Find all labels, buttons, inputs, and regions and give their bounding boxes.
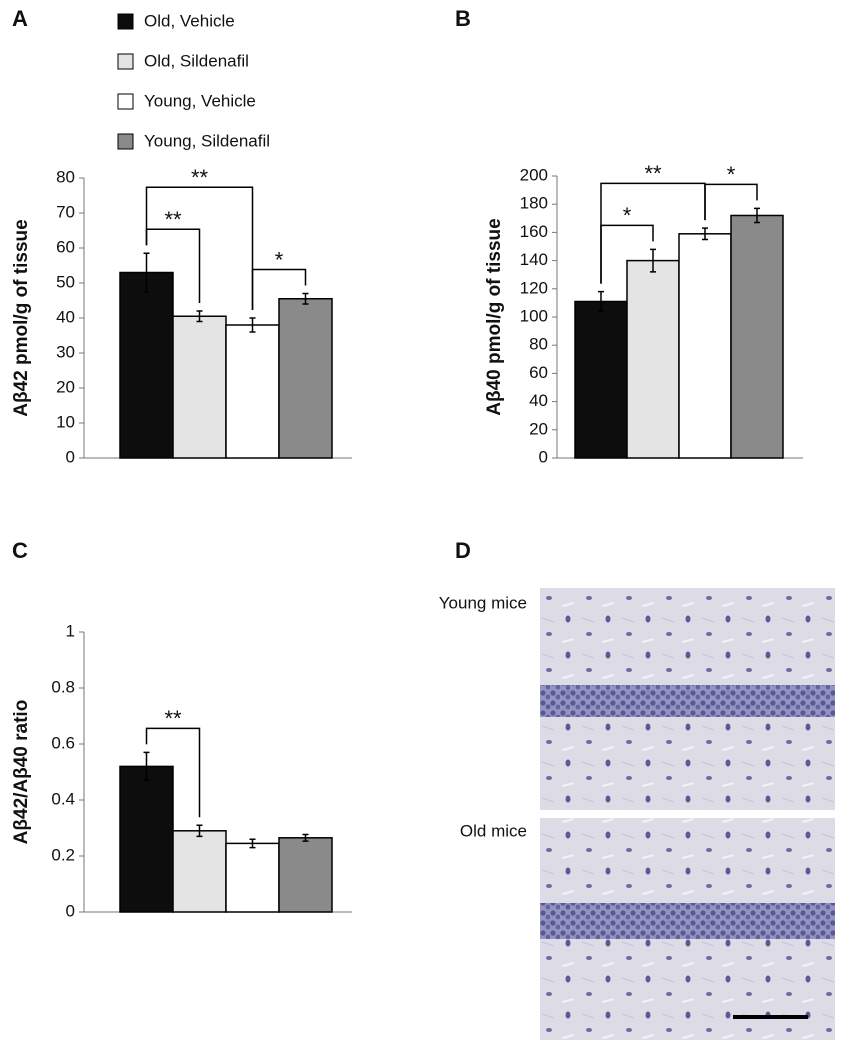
significance-bracket: [145, 186, 254, 310]
y-axis-title: Aβ42/Aβ40 ratio: [11, 700, 32, 845]
micrograph-young: [540, 588, 835, 810]
y-tick-label: 0.6: [51, 733, 75, 752]
bar: [119, 271, 174, 459]
significance-label: **: [191, 165, 209, 190]
legend-label: Old, Vehicle: [144, 11, 235, 30]
y-tick-label: 0.2: [51, 845, 75, 864]
significance-label: *: [727, 162, 736, 187]
y-tick-label: 180: [520, 194, 548, 213]
y-tick-label: 120: [520, 278, 548, 297]
legend-label: Old, Sildenafil: [144, 51, 249, 70]
micrograph-old: [540, 818, 835, 1040]
y-tick-label: 30: [56, 342, 75, 361]
bar: [626, 259, 680, 459]
y-axis-title: Aβ40 pmol/g of tissue: [484, 218, 505, 415]
y-tick-label: 10: [56, 412, 75, 431]
error-bar: [598, 290, 604, 313]
y-tick-label: 80: [529, 335, 548, 354]
bar: [574, 300, 628, 459]
significance-label: *: [623, 203, 632, 228]
y-tick-label: 160: [520, 222, 548, 241]
y-tick-label: 0.4: [51, 789, 75, 808]
bar: [119, 765, 174, 913]
panel-label: C: [12, 538, 28, 563]
y-tick-label: 200: [520, 165, 548, 184]
error-bar: [143, 751, 150, 782]
y-tick-label: 0: [66, 447, 75, 466]
significance-label: *: [275, 247, 284, 272]
y-tick-label: 100: [520, 306, 548, 325]
y-axis-title: Aβ42 pmol/g of tissue: [11, 219, 32, 416]
error-bar: [249, 317, 256, 333]
error-bar: [702, 227, 708, 241]
legend-swatch: [117, 133, 134, 150]
error-bar: [196, 310, 203, 323]
significance-label: **: [164, 706, 182, 731]
error-bar: [249, 838, 256, 849]
image-label: Old mice: [460, 821, 527, 840]
error-bar: [754, 207, 760, 224]
y-tick-label: 0: [539, 447, 548, 466]
y-tick-label: 60: [56, 237, 75, 256]
image-label: Young mice: [439, 593, 527, 612]
significance-label: **: [164, 207, 182, 232]
bar: [730, 214, 784, 459]
bar: [225, 842, 280, 913]
bar: [172, 315, 227, 459]
y-tick-label: 40: [529, 391, 548, 410]
panel-label: B: [455, 6, 471, 31]
legend-label: Young, Sildenafil: [144, 131, 270, 150]
legend-swatch: [117, 53, 134, 70]
bar: [278, 298, 333, 459]
legend-label: Young, Vehicle: [144, 91, 256, 110]
bar: [225, 324, 280, 459]
y-tick-label: 70: [56, 202, 75, 221]
y-tick-label: 0: [66, 901, 75, 920]
error-bar: [650, 248, 656, 273]
significance-bracket: [145, 727, 201, 818]
y-tick-label: 20: [529, 419, 548, 438]
significance-label: **: [644, 161, 662, 186]
legend-swatch: [117, 93, 134, 110]
error-bar: [302, 292, 309, 305]
error-bar: [302, 833, 309, 842]
bar: [278, 837, 333, 913]
y-tick-label: 0.8: [51, 677, 75, 696]
bar: [172, 830, 227, 913]
y-tick-label: 60: [529, 363, 548, 382]
significance-bracket: [704, 183, 758, 221]
significance-bracket: [251, 268, 307, 310]
bar: [678, 233, 732, 459]
y-tick-label: 20: [56, 377, 75, 396]
y-tick-label: 140: [520, 250, 548, 269]
legend-swatch: [117, 13, 134, 30]
y-tick-label: 80: [56, 167, 75, 186]
error-bar: [196, 824, 203, 838]
y-tick-label: 40: [56, 307, 75, 326]
panel-label: D: [455, 538, 471, 563]
y-tick-label: 1: [66, 621, 75, 640]
panel-label: A: [12, 6, 28, 31]
error-bar: [143, 252, 150, 293]
y-tick-label: 50: [56, 272, 75, 291]
